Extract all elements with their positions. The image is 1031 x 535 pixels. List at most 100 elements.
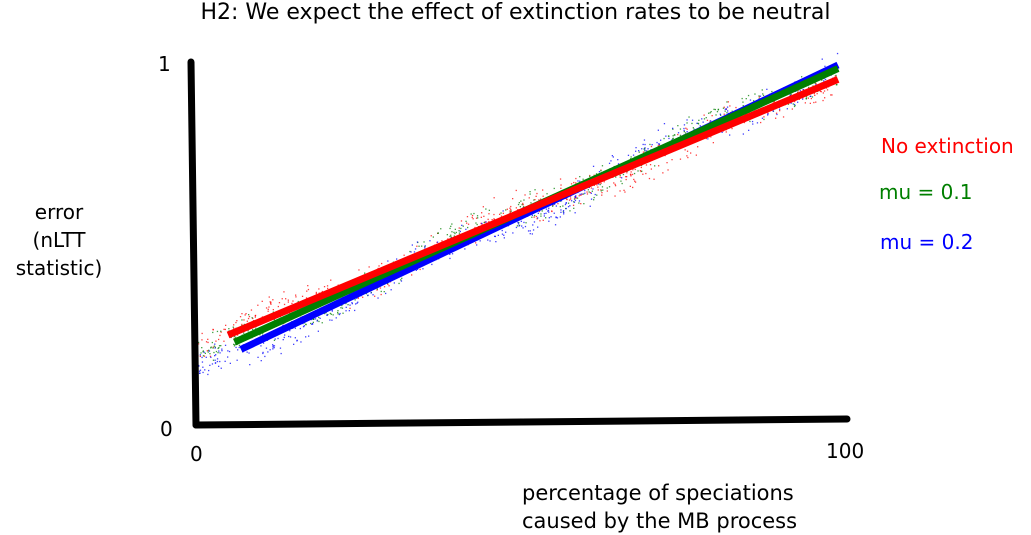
scatter-point <box>224 344 227 346</box>
scatter-point <box>657 145 659 147</box>
scatter-point <box>278 302 281 304</box>
scatter-point <box>485 208 487 210</box>
scatter-point <box>220 345 222 347</box>
scatter-point <box>702 121 704 123</box>
scatter-point <box>687 156 689 159</box>
scatter-point <box>259 334 261 336</box>
scatter-point <box>525 222 527 224</box>
scatter-point <box>329 319 331 321</box>
scatter-point <box>562 205 564 207</box>
scatter-point <box>559 206 561 208</box>
scatter-point <box>215 350 218 353</box>
scatter-point <box>400 279 402 281</box>
scatter-point <box>283 303 286 306</box>
scatter-point <box>250 309 253 311</box>
scatter-point <box>228 350 231 353</box>
scatter-point <box>719 113 721 115</box>
scatter-point <box>212 359 215 361</box>
scatter-point <box>614 195 616 197</box>
scatter-point <box>697 146 699 148</box>
scatter-point <box>578 200 581 202</box>
scatter-point <box>338 313 341 316</box>
scatter-point <box>805 97 807 99</box>
scatter-point <box>520 200 522 202</box>
scatter-point <box>214 347 216 349</box>
scatter-point <box>216 330 219 333</box>
scatter-point <box>633 172 636 175</box>
scatter-point <box>793 105 796 108</box>
scatter-point <box>578 195 580 197</box>
legend-no-extinction: No extinction <box>881 134 1014 158</box>
scatter-point <box>497 234 499 236</box>
scatter-point <box>523 199 525 201</box>
scatter-point <box>383 291 385 293</box>
scatter-point <box>821 79 823 81</box>
scatter-point <box>716 111 719 113</box>
scatter-point <box>726 101 728 103</box>
scatter-point <box>524 194 526 196</box>
scatter-point <box>203 351 205 353</box>
scatter-point <box>287 299 289 301</box>
scatter-point <box>579 176 581 178</box>
scatter-point <box>317 330 319 332</box>
scatter-point <box>600 170 602 172</box>
scatter-point <box>345 302 347 305</box>
scatter-point <box>564 203 567 206</box>
scatter-point <box>287 301 289 303</box>
scatter-point <box>449 257 451 260</box>
scatter-point <box>570 183 573 185</box>
scatter-point <box>500 215 503 217</box>
scatter-point <box>705 117 707 119</box>
scatter-point <box>374 295 376 297</box>
scatter-point <box>726 106 729 108</box>
scatter-point <box>657 143 660 145</box>
scatter-point <box>449 253 451 255</box>
scatter-point <box>512 232 514 234</box>
scatter-point <box>481 223 483 225</box>
legend-mu-0-1: mu = 0.1 <box>879 180 973 204</box>
scatter-point <box>613 182 615 184</box>
scatter-point <box>600 182 602 185</box>
scatter-point <box>635 150 637 152</box>
scatter-point <box>218 347 220 349</box>
scatter-point <box>312 321 314 323</box>
scatter-point <box>465 220 467 222</box>
scatter-point <box>254 316 256 318</box>
scatter-point <box>451 223 453 225</box>
scatter-point <box>547 209 550 211</box>
scatter-point <box>364 272 366 274</box>
scatter-point <box>695 154 697 156</box>
scatter-point <box>567 206 570 208</box>
scatter-point <box>697 123 700 125</box>
scatter-point <box>265 347 268 349</box>
scatter-point <box>458 232 461 234</box>
scatter-point <box>201 356 203 359</box>
scatter-point <box>635 147 637 149</box>
scatter-point <box>684 132 687 134</box>
scatter-point <box>573 198 576 200</box>
scatter-point <box>617 163 620 165</box>
scatter-point <box>543 213 545 215</box>
scatter-point <box>720 114 722 116</box>
scatter-point <box>216 358 219 360</box>
scatter-point <box>209 364 211 366</box>
scatter-point <box>283 291 285 293</box>
scatter-point <box>414 248 417 250</box>
scatter-point <box>232 326 234 328</box>
scatter-point <box>418 245 420 247</box>
scatter-point <box>729 134 731 136</box>
scatter-point <box>381 262 383 265</box>
scatter-point <box>767 114 769 116</box>
scatter-point <box>252 317 254 320</box>
scatter-point <box>204 369 206 371</box>
scatter-point <box>372 294 374 296</box>
scatter-point <box>668 137 670 140</box>
scatter-point <box>214 359 216 361</box>
scatter-point <box>611 155 613 157</box>
scatter-point <box>295 296 297 298</box>
scatter-point <box>489 240 491 242</box>
scatter-point <box>563 213 565 215</box>
scatter-point <box>323 286 326 288</box>
scatter-point <box>809 102 811 104</box>
scatter-point <box>470 213 472 215</box>
